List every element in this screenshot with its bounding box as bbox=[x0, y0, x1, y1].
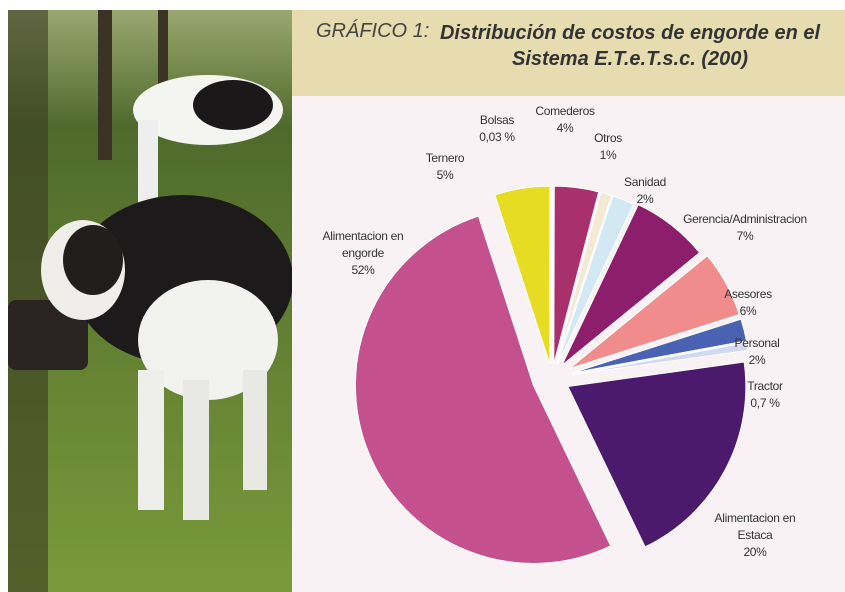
value-label: 20% bbox=[705, 544, 805, 561]
category-label: Asesores bbox=[713, 286, 783, 303]
category-label: Alimentacion en Estaca bbox=[705, 510, 805, 544]
category-label: Ternero bbox=[415, 150, 475, 167]
value-label: 7% bbox=[670, 228, 820, 245]
value-label: 2% bbox=[722, 352, 792, 369]
category-label: Gerencia/Administracion bbox=[670, 211, 820, 228]
value-label: 1% bbox=[588, 147, 628, 164]
page: {"chart_data": {"type": "pie", "figure_l… bbox=[0, 0, 845, 592]
category-label: Tractor bbox=[735, 378, 795, 395]
value-label: 0,03 % bbox=[467, 129, 527, 146]
category-label: Bolsas bbox=[467, 112, 527, 129]
value-label: 52% bbox=[316, 262, 411, 279]
value-label: 2% bbox=[615, 191, 675, 208]
category-label: Sanidad bbox=[615, 174, 675, 191]
category-label: Comederos bbox=[530, 103, 600, 120]
category-label: Otros bbox=[588, 130, 628, 147]
value-label: 6% bbox=[713, 303, 783, 320]
value-label: 0,7 % bbox=[735, 395, 795, 412]
category-label: Alimentacion en engorde bbox=[316, 228, 411, 262]
value-label: 5% bbox=[415, 167, 475, 184]
category-label: Personal bbox=[722, 335, 792, 352]
